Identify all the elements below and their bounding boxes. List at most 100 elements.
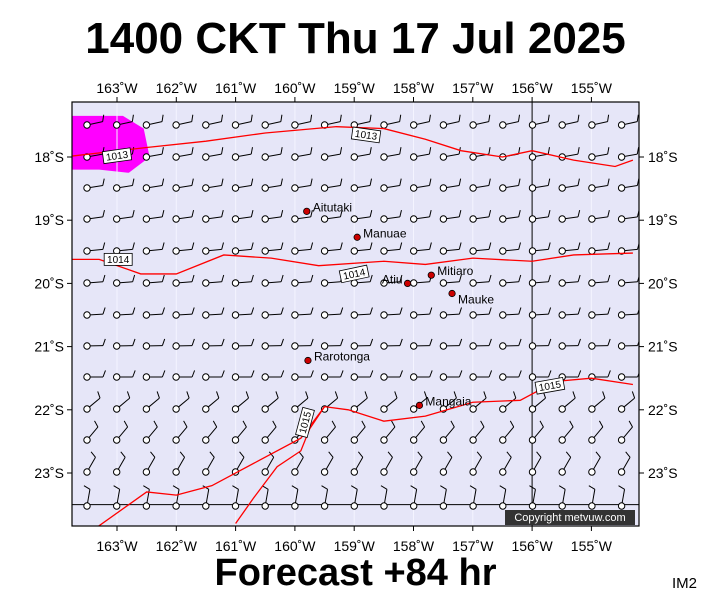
wind-barb [291,209,313,223]
wind-barb [469,274,492,287]
wind-barb [469,307,492,319]
wind-barb [320,370,344,381]
wind-barb [142,370,166,381]
wind-barb [439,147,461,161]
wind-barb [231,370,255,381]
wind-barb [588,391,606,413]
lon-tick-label-bottom: 156˚W [511,538,553,554]
wind-barb [439,114,461,129]
lat-tick-label-left: 20˚S [34,275,64,291]
place-name: Rarotonga [314,350,370,364]
wind-barb [617,340,639,350]
lon-tick-label-top: 160˚W [274,80,316,96]
wind-barb [528,209,551,223]
wind-barb [261,370,285,381]
lat-tick-label-right: 23˚S [648,465,678,481]
wind-barb [469,338,492,350]
wind-barb [202,242,224,255]
wind-barb [588,420,604,444]
lon-tick-label-bottom: 159˚W [334,538,376,554]
wind-barb [499,485,507,510]
isobar-label: 1013 [101,147,133,165]
copyright-text: Copyright metvuw.com [514,512,625,524]
wind-barb [439,209,462,223]
wind-barb [380,451,393,476]
wind-barb [83,242,106,255]
wind-barb [648,307,669,318]
wind-barb [83,338,106,350]
wind-barb [231,209,254,223]
place-marker: Mangaia [415,394,472,409]
place-dot [415,401,424,409]
wind-barb [172,242,195,255]
wind-barb [172,114,194,129]
wind-barb [410,485,418,510]
wind-barb [410,420,426,444]
lon-tick-label-bottom: 160˚W [274,538,316,554]
wind-barb [439,307,462,319]
isobar-value: 1013 [354,129,378,143]
wind-barb [350,307,373,319]
wind-barb [172,420,188,444]
wind-barb [588,242,611,255]
lon-tick-label-top: 155˚W [571,80,613,96]
wind-barb [231,114,253,129]
wind-barb [410,370,433,381]
wind-barb [142,178,165,192]
isobar-value: 1015 [538,379,562,394]
wind-barb [410,242,432,255]
wind-barb [261,485,269,510]
wind-barb [261,178,283,192]
wind-barb [558,114,580,129]
wind-barb [380,338,403,350]
isobar-label: 1014 [103,252,133,266]
wind-barb [350,338,374,350]
wind-barb [350,391,368,413]
wind-barb [231,147,253,161]
wind-barb [172,307,195,319]
wind-barb [83,485,91,510]
wind-barb [410,178,432,192]
place-name: Mitiaro [437,264,473,278]
lat-tick-label-left: 21˚S [34,339,64,355]
place-marker: Rarotonga [304,350,370,365]
lon-tick-label-bottom: 158˚W [393,538,435,554]
place-name: Atiu [382,272,403,286]
wind-barb [202,209,224,223]
rain-area [72,115,150,173]
wind-barb [202,451,215,476]
isobar-line [235,406,326,524]
wind-barb [172,147,194,161]
wind-barb [499,114,521,129]
wind-barb [172,338,195,350]
wind-barb [558,209,581,223]
wind-barb [410,307,433,319]
place-dot [448,289,456,298]
lon-tick-label-top: 158˚W [393,80,435,96]
wind-barb [291,485,299,510]
wind-barb [410,209,432,223]
wind-barb [617,274,639,287]
wind-barb [113,391,131,413]
wind-barb [320,338,344,350]
forecast-hour-label: Forecast +84 hr [214,552,497,594]
product-code: IM2 [672,575,698,592]
wind-barb [499,307,522,319]
wind-barb [83,391,101,413]
wind-barb [499,370,522,381]
wind-barb [469,178,491,192]
wind-barb [142,114,164,129]
wind-barb [469,114,491,129]
wind-barb [617,451,631,476]
wind-barb [528,338,552,350]
wind-barb [558,485,566,510]
wind-barb [261,114,283,129]
wind-barb [528,178,551,192]
wind-barb [499,274,522,287]
wind-barb [528,274,551,287]
wind-barb [291,242,314,255]
wind-barb [469,420,485,444]
wind-barb [261,147,283,161]
wind-barb [528,307,552,319]
